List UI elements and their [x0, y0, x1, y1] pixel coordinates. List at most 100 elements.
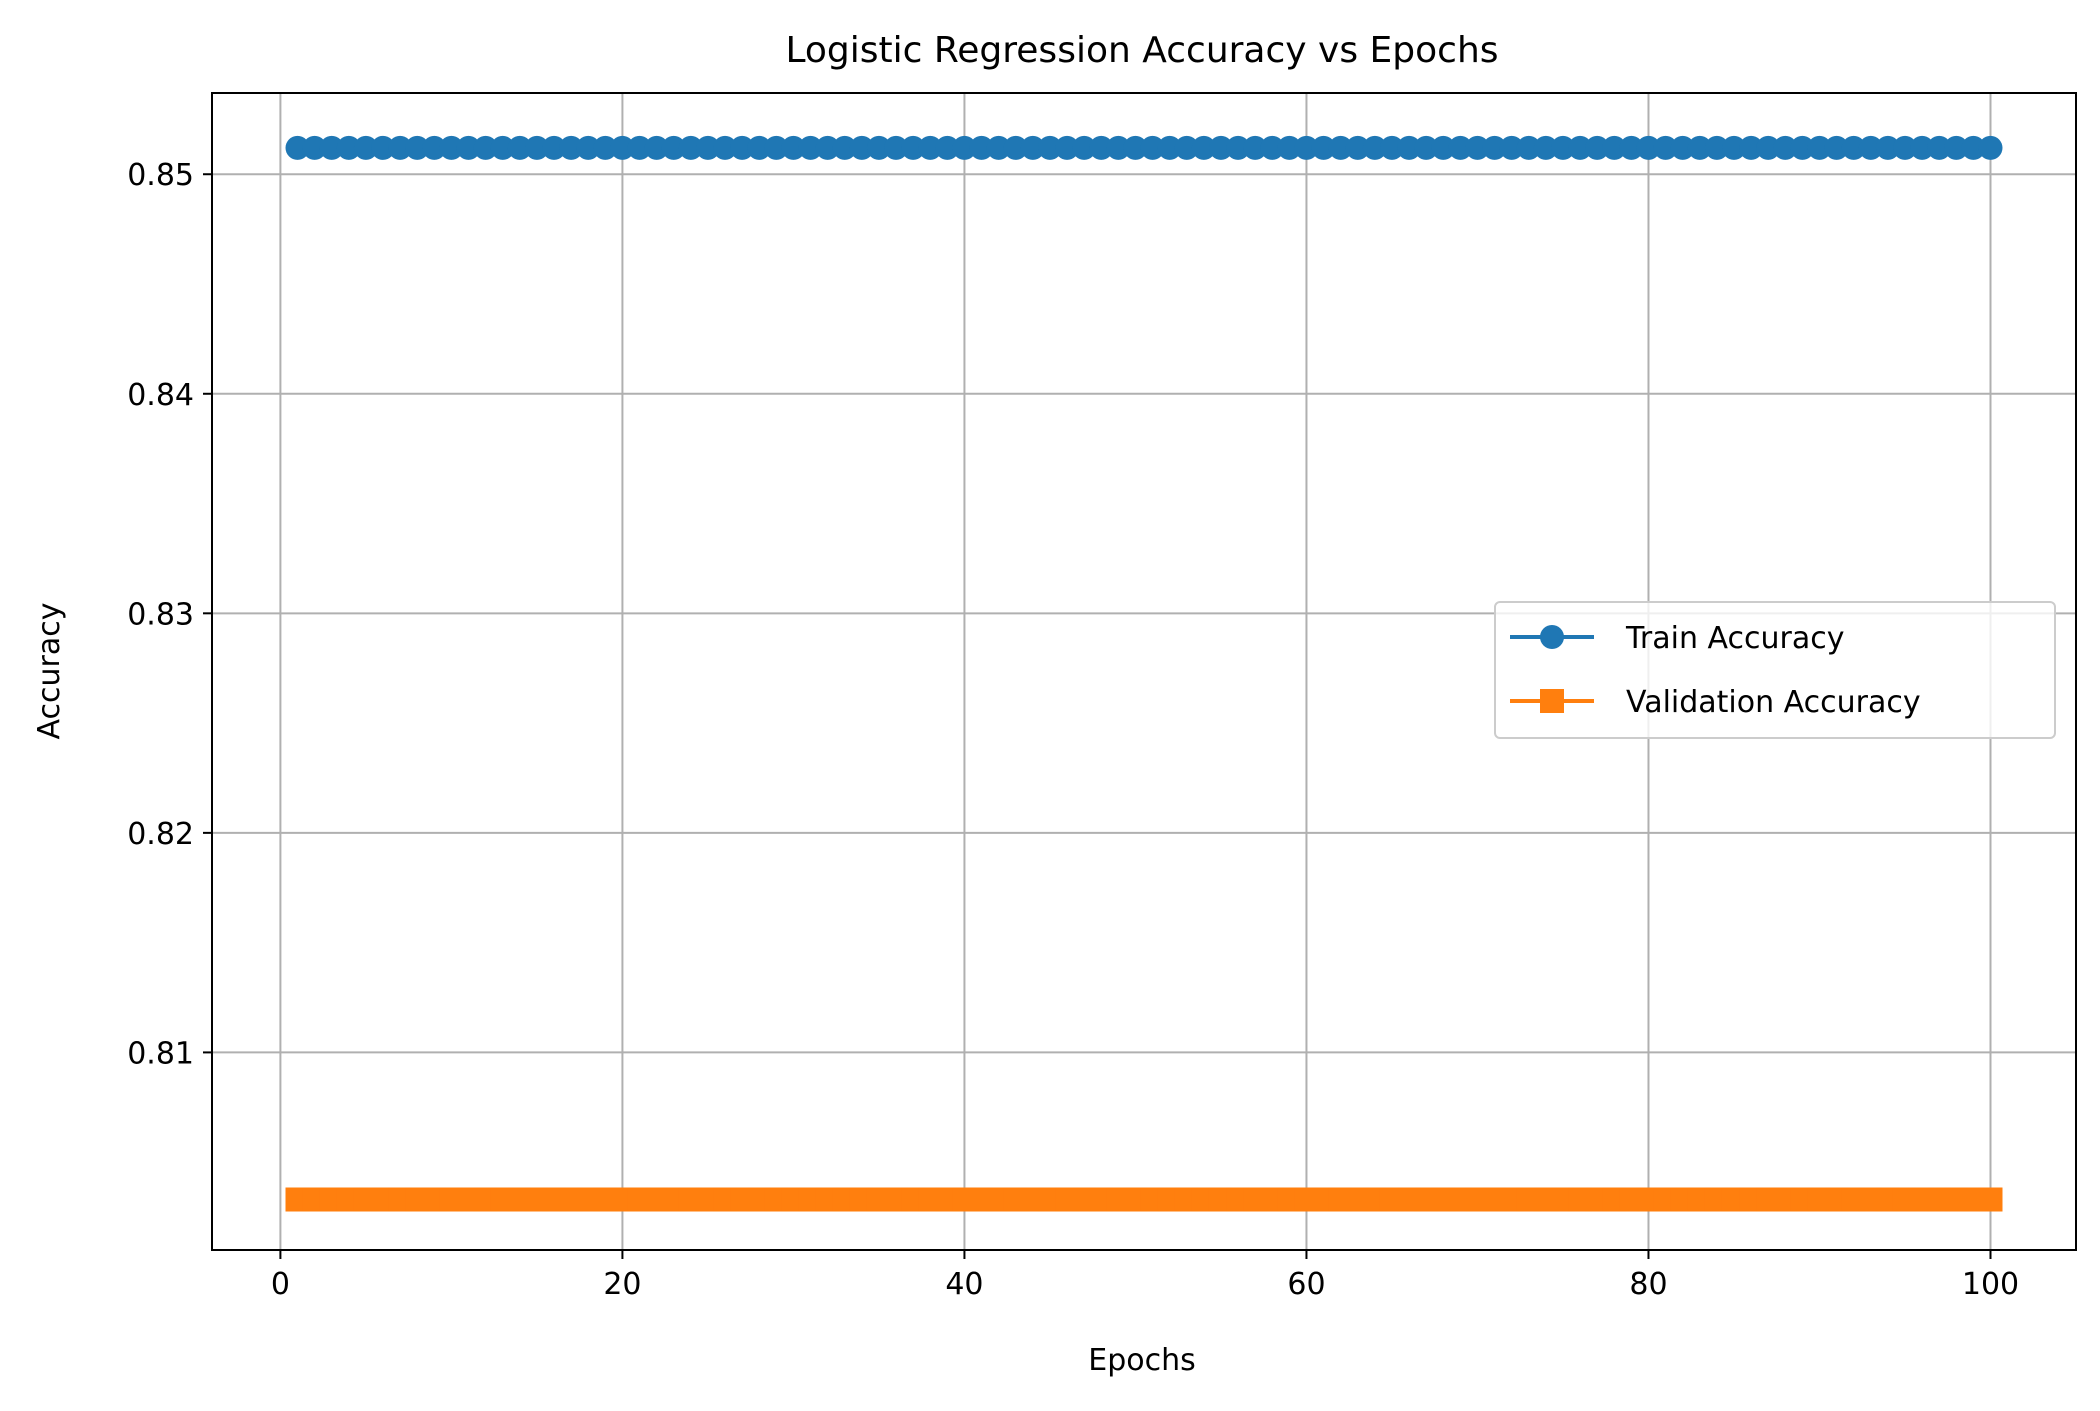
y-tick-label: 0.82: [127, 817, 194, 852]
train-data-point: [1123, 135, 1148, 160]
train-data-point: [849, 135, 874, 160]
train-data-point: [1431, 135, 1456, 160]
train-data-point: [730, 135, 755, 160]
y-tick-label: 0.85: [127, 158, 194, 193]
train-data-point: [456, 135, 481, 160]
train-data-point: [1072, 135, 1097, 160]
legend-train-label: Train Accuracy: [1625, 621, 1844, 656]
train-data-point: [422, 135, 447, 160]
train-data-point: [1448, 135, 1473, 160]
axes-frame: [211, 92, 2077, 1251]
train-data-point: [1106, 135, 1131, 160]
train-data-point: [884, 135, 909, 160]
train-data-point: [371, 135, 396, 160]
train-data-point: [1243, 135, 1268, 160]
chart-title: Logistic Regression Accuracy vs Epochs: [785, 30, 1498, 71]
train-data-point: [1892, 135, 1917, 160]
train-data-point: [1756, 135, 1781, 160]
train-data-point: [490, 135, 515, 160]
validation-data-point: [1978, 1187, 2003, 1212]
train-data-point: [1568, 135, 1593, 160]
train-data-point: [576, 135, 601, 160]
train-data-point: [1910, 135, 1935, 160]
legend-validation-label: Validation Accuracy: [1626, 685, 1921, 720]
train-data-point: [1927, 135, 1952, 160]
train-data-point: [1585, 135, 1610, 160]
train-data-point: [1533, 135, 1558, 160]
train-data-point: [1379, 135, 1404, 160]
train-data-point: [559, 135, 584, 160]
train-data-point: [1020, 135, 1045, 160]
train-data-point: [1978, 135, 2003, 160]
train-data-point: [1328, 135, 1353, 160]
train-data-point: [1089, 135, 1114, 160]
train-data-point: [747, 135, 772, 160]
train-data-point: [832, 135, 857, 160]
train-data-point: [1636, 135, 1661, 160]
train-data-point: [1482, 135, 1507, 160]
train-data-point: [1157, 135, 1182, 160]
train-data-point: [644, 135, 669, 160]
train-data-point: [1140, 135, 1165, 160]
train-data-point: [901, 135, 926, 160]
y-tick-label: 0.83: [127, 597, 194, 632]
train-data-point: [695, 135, 720, 160]
train-data-point: [1226, 135, 1251, 160]
train-data-point: [1670, 135, 1695, 160]
train-data-point: [1277, 135, 1302, 160]
train-data-point: [815, 135, 840, 160]
train-data-point: [918, 135, 943, 160]
train-data-point: [319, 135, 344, 160]
train-data-point: [1345, 135, 1370, 160]
train-data-point: [1055, 135, 1080, 160]
legend: Train Accuracy Validation Accuracy: [1494, 601, 2056, 739]
train-data-point: [1841, 135, 1866, 160]
train-data-point: [1824, 135, 1849, 160]
train-data-point: [1465, 135, 1490, 160]
x-tick-label: 0: [271, 1267, 290, 1302]
legend-train-marker: [1540, 625, 1564, 649]
train-data-point: [353, 135, 378, 160]
train-data-point: [1499, 135, 1524, 160]
train-data-point: [935, 135, 960, 160]
train-data-point: [524, 135, 549, 160]
train-data-point: [1773, 135, 1798, 160]
train-data-point: [1790, 135, 1815, 160]
y-tick-label: 0.81: [127, 1036, 194, 1071]
train-data-point: [1516, 135, 1541, 160]
train-data-point: [986, 135, 1011, 160]
train-data-point: [1191, 135, 1216, 160]
x-tick-label: 60: [1287, 1267, 1325, 1302]
train-data-point: [713, 135, 738, 160]
train-data-point: [969, 135, 994, 160]
train-data-point: [1721, 135, 1746, 160]
train-data-point: [285, 135, 310, 160]
y-axis-label: Accuracy: [32, 603, 67, 740]
x-tick-label: 40: [945, 1267, 983, 1302]
train-data-point: [1208, 135, 1233, 160]
train-data-point: [593, 135, 618, 160]
train-data-point: [1619, 135, 1644, 160]
y-tick-label: 0.84: [127, 378, 194, 413]
train-data-point: [1602, 135, 1627, 160]
x-tick-label: 100: [1962, 1267, 2019, 1302]
train-data-point: [1260, 135, 1285, 160]
axis-ticks: 0 20 40 60 80 100 0.81 0.82 0.83 0.84 0.85: [127, 158, 2019, 1302]
x-tick-label: 20: [603, 1267, 641, 1302]
grid-lines: [212, 93, 2076, 1250]
train-data-point: [1174, 135, 1199, 160]
train-data-point: [388, 135, 413, 160]
legend-box: [1494, 601, 2056, 739]
train-data-point: [1311, 135, 1336, 160]
train-data-point: [1037, 135, 1062, 160]
series-layer: [285, 135, 2003, 1212]
train-data-point: [678, 135, 703, 160]
train-data-point: [798, 135, 823, 160]
train-data-point: [1397, 135, 1422, 160]
train-data-point: [1550, 135, 1575, 160]
train-data-point: [302, 135, 327, 160]
train-data-point: [405, 135, 430, 160]
train-data-point: [1961, 135, 1986, 160]
